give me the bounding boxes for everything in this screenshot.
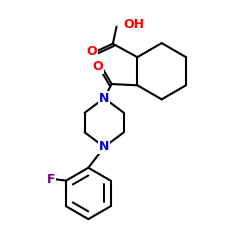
Text: O: O [92,60,103,74]
Text: F: F [47,173,56,186]
Text: N: N [99,140,110,153]
Text: OH: OH [124,18,144,31]
Text: O: O [87,44,98,58]
Text: N: N [99,92,110,104]
